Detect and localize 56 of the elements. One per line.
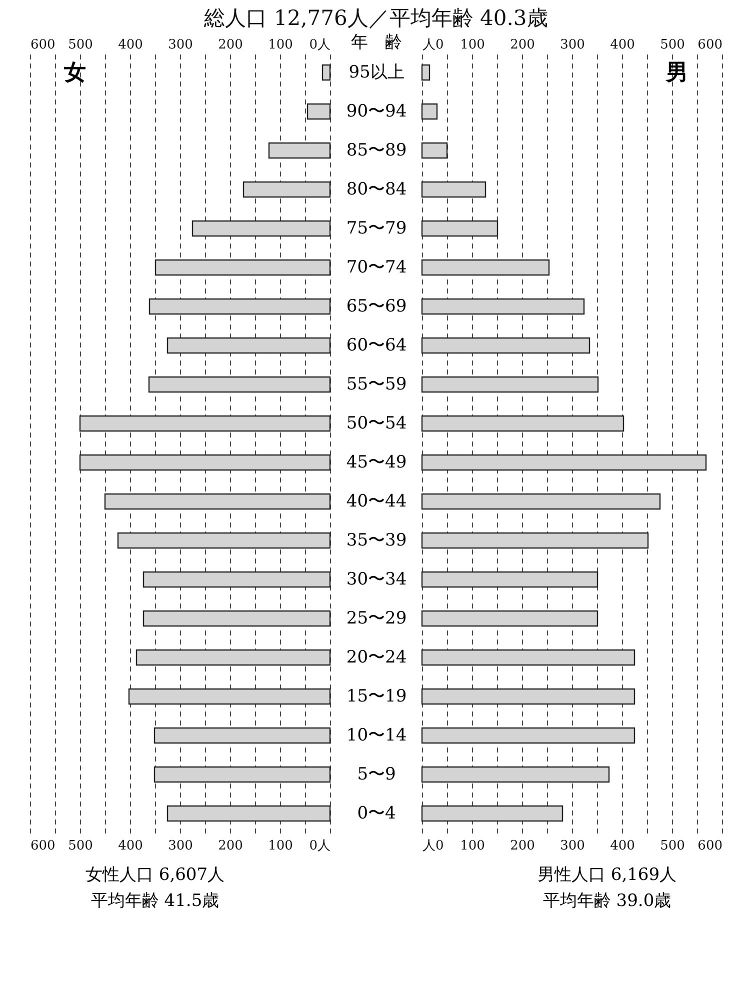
x-tick-label: 人0 xyxy=(422,38,444,52)
x-tick-label: 300 xyxy=(560,38,585,52)
x2-tick-label: 600 xyxy=(698,838,722,854)
x2-tick-label: 300 xyxy=(560,838,585,854)
x2-tick-label: 0人 xyxy=(309,838,330,854)
text: 女性人口 6,607人 xyxy=(85,865,225,885)
x2-tick-label: 400 xyxy=(610,838,635,854)
x-tick-label: 500 xyxy=(660,38,685,52)
y-tick-label: 35〜39 xyxy=(346,530,407,550)
x2-tick-label: 人0 xyxy=(422,838,444,854)
text: 総人口 12,776人／平均年齢 40.3歳 xyxy=(203,6,548,30)
y-tick-label: 70〜74 xyxy=(346,258,407,278)
x-tick-label: 600 xyxy=(698,38,722,52)
text: 女 xyxy=(63,60,86,86)
x2-tick-label: 600 xyxy=(30,838,56,854)
y-tick-label: 25〜29 xyxy=(346,608,407,628)
x-tick-label: 400 xyxy=(118,38,143,52)
y-tick-label: 40〜44 xyxy=(346,492,407,512)
y-tick-label: 0〜4 xyxy=(357,804,396,824)
x-tick-label: 500 xyxy=(68,38,93,52)
x-tick-label: 100 xyxy=(268,38,293,52)
y-tick-label: 60〜64 xyxy=(346,336,407,356)
x-tick-label: 200 xyxy=(218,38,243,52)
y-tick-label: 45〜49 xyxy=(346,452,407,472)
y-tick-label: 80〜84 xyxy=(346,180,407,200)
y-tick-label: 90〜94 xyxy=(346,102,407,122)
text: 平均年齢 41.5歳 xyxy=(90,891,220,911)
y-tick-label: 50〜54 xyxy=(346,414,407,434)
text: 平均年齢 39.0歳 xyxy=(542,891,672,911)
y-tick-label: 20〜24 xyxy=(346,648,407,668)
x-tick-label: 200 xyxy=(510,38,535,52)
y-tick-label: 85〜89 xyxy=(346,140,407,160)
y-tick-label: 55〜59 xyxy=(346,374,407,394)
y-tick-label: 75〜79 xyxy=(346,218,407,238)
y-tick-label: 5〜9 xyxy=(357,764,396,784)
x-tick-label: 400 xyxy=(610,38,635,52)
x2-tick-label: 500 xyxy=(68,838,93,854)
y-tick-label: 95以上 xyxy=(348,62,404,82)
text: 男 xyxy=(665,60,688,86)
text: 男性人口 6,169人 xyxy=(537,865,677,885)
x2-tick-label: 400 xyxy=(118,838,143,854)
y-tick-label: 15〜19 xyxy=(346,686,407,706)
x2-tick-label: 300 xyxy=(168,838,193,854)
y-tick-label: 10〜14 xyxy=(346,726,407,746)
y-tick-label: 65〜69 xyxy=(346,296,407,316)
x2-tick-label: 100 xyxy=(268,838,293,854)
x2-tick-label: 100 xyxy=(460,838,485,854)
x-tick-label: 100 xyxy=(460,38,485,52)
y-axis-title: 年 齢 xyxy=(351,32,402,52)
x-tick-label: 0人 xyxy=(309,38,330,52)
x2-tick-label: 200 xyxy=(218,838,243,854)
x2-tick-label: 200 xyxy=(510,838,535,854)
x-tick-label: 300 xyxy=(168,38,193,52)
y-tick-label: 30〜34 xyxy=(346,570,407,590)
x-tick-label: 600 xyxy=(30,38,56,52)
x2-tick-label: 500 xyxy=(660,838,685,854)
